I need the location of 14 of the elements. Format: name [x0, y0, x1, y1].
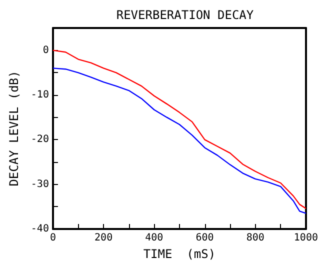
- x-tick-label: 800: [246, 232, 264, 244]
- y-tick-label: -20: [30, 134, 49, 146]
- y-tick-label: 0: [42, 44, 49, 56]
- x-tick-label: 200: [94, 232, 113, 244]
- y-tick-label: -30: [30, 178, 49, 190]
- chart-title: REVERBERATION DECAY: [116, 8, 254, 22]
- x-tick-label: 0: [50, 232, 56, 244]
- x-tick-label: 400: [145, 232, 164, 244]
- y-tick-label: -10: [30, 90, 49, 100]
- y-axis-title: DECAY LEVEL (dB): [7, 70, 21, 186]
- x-axis-title: TIME (mS): [143, 246, 216, 261]
- x-tick-label: 1000: [294, 232, 318, 244]
- y-tick-label: -40: [30, 224, 49, 234]
- x-tick-label: 600: [196, 232, 214, 244]
